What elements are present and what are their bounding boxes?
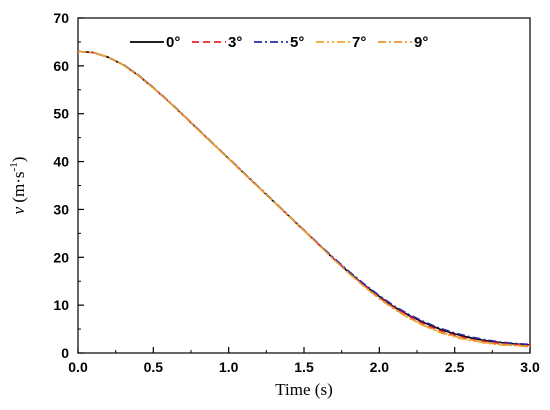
x-tick-label: 0.5 [144,359,164,375]
y-axis-title: v (m·s-1) [8,157,28,215]
x-tick-label: 1.0 [219,359,239,375]
series-line-2 [77,50,531,346]
legend-label: 9° [414,34,428,51]
y-tick-label: 40 [53,154,69,170]
legend-label: 0° [166,34,180,51]
x-axis-ticks: 0.0 0.5 1.0 1.5 2.0 2.5 3.0 [68,347,540,375]
y-tick-label: 60 [53,58,69,74]
series-line-0 [77,50,531,346]
plot-frame [77,17,531,354]
series-line-4 [77,50,531,348]
y-axis-ticks: 0 10 20 30 40 50 60 70 [53,10,84,361]
legend-label: 7° [352,34,366,51]
y-tick-label: 20 [53,249,69,265]
x-axis-title: Time (s) [275,380,332,399]
series-lines [77,50,531,348]
x-tick-label: 3.0 [520,359,540,375]
y-tick-label: 70 [53,10,69,26]
x-tick-label: 1.5 [294,359,314,375]
x-tick-label: 0.0 [68,359,88,375]
y-tick-label: 50 [53,106,69,122]
y-title-close: ) [9,157,28,163]
x-tick-label: 2.5 [445,359,465,375]
y-tick-label: 10 [53,297,69,313]
y-tick-label: 30 [53,201,69,217]
y-title-units: (m·s [9,171,28,202]
series-line-1 [77,50,531,347]
plot-area [77,17,531,354]
series-line-3 [77,50,531,348]
y-title-exponent: -1 [8,162,20,171]
x-tick-label: 2.0 [370,359,390,375]
legend: 0° 3° 5° 7° 9° [130,34,428,51]
legend-label: 3° [228,34,242,51]
legend-label: 5° [290,34,304,51]
y-tick-label: 0 [61,345,69,361]
y-title-variable: v [9,203,28,215]
